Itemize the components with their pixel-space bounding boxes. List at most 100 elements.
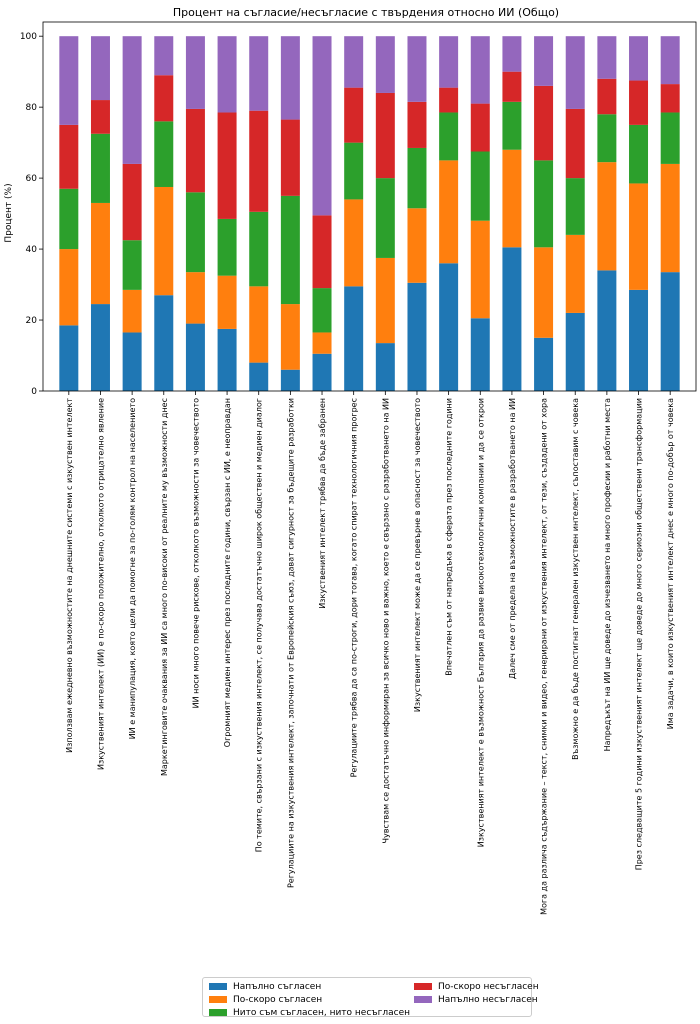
bar-segment-5 <box>597 36 617 79</box>
x-tick-label: Мога да различа съдържание – текст, сним… <box>540 398 549 915</box>
x-tick-label: Изкуственият интелект е възможност Бълга… <box>476 398 485 847</box>
bar-segment-2 <box>344 199 364 287</box>
legend-item: Напълно несъгласен <box>414 993 539 1006</box>
bar-segment-1 <box>470 318 490 391</box>
bar-segment-2 <box>470 220 490 319</box>
bar-segment-3 <box>407 147 427 209</box>
legend-label: По-скоро съгласен <box>233 994 323 1005</box>
legend: Напълно съгласен По-скоро несъгласен По-ск… <box>202 977 539 1019</box>
bar-segment-4 <box>375 92 395 179</box>
bar-segment-2 <box>375 257 395 344</box>
bar-segment-4 <box>629 80 649 125</box>
legend-swatch <box>209 1009 227 1016</box>
plot-frame <box>42 21 697 392</box>
bar-segment-2 <box>629 183 649 290</box>
bar-segment-1 <box>344 286 364 391</box>
bar-segment-3 <box>565 178 585 235</box>
y-tick-label: 40 <box>26 245 38 255</box>
x-tick-label: Изкуственият интелект може да се превърн… <box>413 398 422 712</box>
bar-segment-3 <box>249 211 269 287</box>
bar-segment-3 <box>59 188 79 250</box>
bar-segment-2 <box>597 162 617 271</box>
bar-segment-4 <box>660 84 680 113</box>
legend-swatch <box>209 983 227 990</box>
bar-segment-5 <box>217 36 237 113</box>
bar-segment-5 <box>407 36 427 102</box>
bar-segment-2 <box>249 286 269 363</box>
bar-segment-5 <box>312 36 332 216</box>
bar-segment-4 <box>249 110 269 212</box>
bar-segment-3 <box>629 124 649 184</box>
x-tick-label: Изкуственият интелект (ИИ) е по-скоро по… <box>96 398 105 770</box>
bar-segment-3 <box>439 112 459 161</box>
bar-segment-1 <box>375 343 395 391</box>
bar-segment-3 <box>280 195 300 305</box>
bar-segment-5 <box>122 36 142 164</box>
legend-item: По-скоро несъгласен <box>414 980 539 993</box>
bar-segment-5 <box>249 36 269 111</box>
bar-segment-5 <box>280 36 300 120</box>
bar-segment-5 <box>660 36 680 85</box>
bar-segment-2 <box>407 208 427 283</box>
bar-segment-5 <box>90 36 110 101</box>
x-tick-label: Регулациите на изкуствения интелект, зап… <box>286 398 295 888</box>
bar-segment-2 <box>502 149 522 248</box>
bar-segment-5 <box>565 36 585 109</box>
bar-segment-4 <box>280 119 300 196</box>
legend-label: По-скоро несъгласен <box>438 981 539 992</box>
x-tick-label: Изкуственият интелект трябва да бъде заб… <box>318 398 327 609</box>
legend-swatch <box>414 983 432 990</box>
x-tick-label: Чувствам се достатъчно информиран за вси… <box>381 398 390 843</box>
x-tick-label: Маркетинговите очаквания за ИИ са много … <box>160 398 169 776</box>
x-tick-label: ИИ е манипулация, която цели да помогне … <box>128 398 137 739</box>
bar-segment-4 <box>59 124 79 189</box>
bar-segment-1 <box>280 369 300 391</box>
x-tick-label: Далеч сме от предела на възможностите в … <box>508 398 517 679</box>
bar-segment-1 <box>249 362 269 391</box>
x-tick-label: Има задачи, в които изкуственият интелек… <box>666 398 675 729</box>
legend-label: Нито съм съгласен, нито несъгласен <box>233 1007 411 1018</box>
bar-segment-2 <box>565 234 585 313</box>
bar-segment-3 <box>534 160 554 248</box>
bar-segment-1 <box>534 337 554 391</box>
bar-segment-1 <box>439 263 459 391</box>
bar-segment-4 <box>312 215 332 289</box>
legend-item: Напълно съгласен <box>209 980 414 993</box>
bar-segment-1 <box>660 272 680 391</box>
bar-segment-4 <box>502 71 522 102</box>
bar-segment-1 <box>407 282 427 391</box>
x-tick-label: Впечатлен съм от напредъка в сферата пре… <box>445 398 454 676</box>
plot-area: 0 20 40 60 80 100 Използвам ежедневно възможно… <box>20 32 680 915</box>
x-tick-label: През следващите 5 години изкуственият ин… <box>635 398 644 870</box>
bar-segment-3 <box>470 151 490 221</box>
bar-segment-1 <box>502 247 522 391</box>
bar-segment-1 <box>217 328 237 391</box>
x-tick-label: Възможно е да бъде постигнат генерален и… <box>571 398 580 760</box>
bar-segment-4 <box>90 100 110 134</box>
bar-segment-1 <box>122 332 142 391</box>
bar-segment-3 <box>217 218 237 276</box>
bar-segment-2 <box>439 160 459 264</box>
y-axis-label: Процент (%) <box>4 183 14 242</box>
bar-segment-3 <box>375 178 395 258</box>
bar-segment-5 <box>470 36 490 104</box>
bar-segment-3 <box>344 142 364 200</box>
y-tick-label: 80 <box>26 103 38 113</box>
bar-segment-4 <box>185 108 205 193</box>
bar-segment-2 <box>122 289 142 333</box>
bar-segment-3 <box>660 112 680 164</box>
x-tick-label: По темите, свързани с изкуствения интеле… <box>255 398 264 852</box>
bar-segment-2 <box>59 249 79 326</box>
bar-segment-4 <box>407 101 427 148</box>
bar-segment-5 <box>154 36 174 76</box>
bar-segment-1 <box>59 325 79 391</box>
legend-item: Нито съм съгласен, нито несъгласен <box>209 1006 414 1019</box>
x-tick-label: ИИ носи много повече рискове, отколкото … <box>191 398 200 708</box>
x-tick-label: Напредъкът на ИИ ще доведе до изчезванет… <box>603 398 612 751</box>
bar-segment-4 <box>122 163 142 241</box>
y-tick-label: 0 <box>31 387 37 397</box>
y-tick-label: 20 <box>26 316 38 326</box>
legend-item: По-скоро съгласен <box>209 993 414 1006</box>
bar-segment-2 <box>280 304 300 370</box>
